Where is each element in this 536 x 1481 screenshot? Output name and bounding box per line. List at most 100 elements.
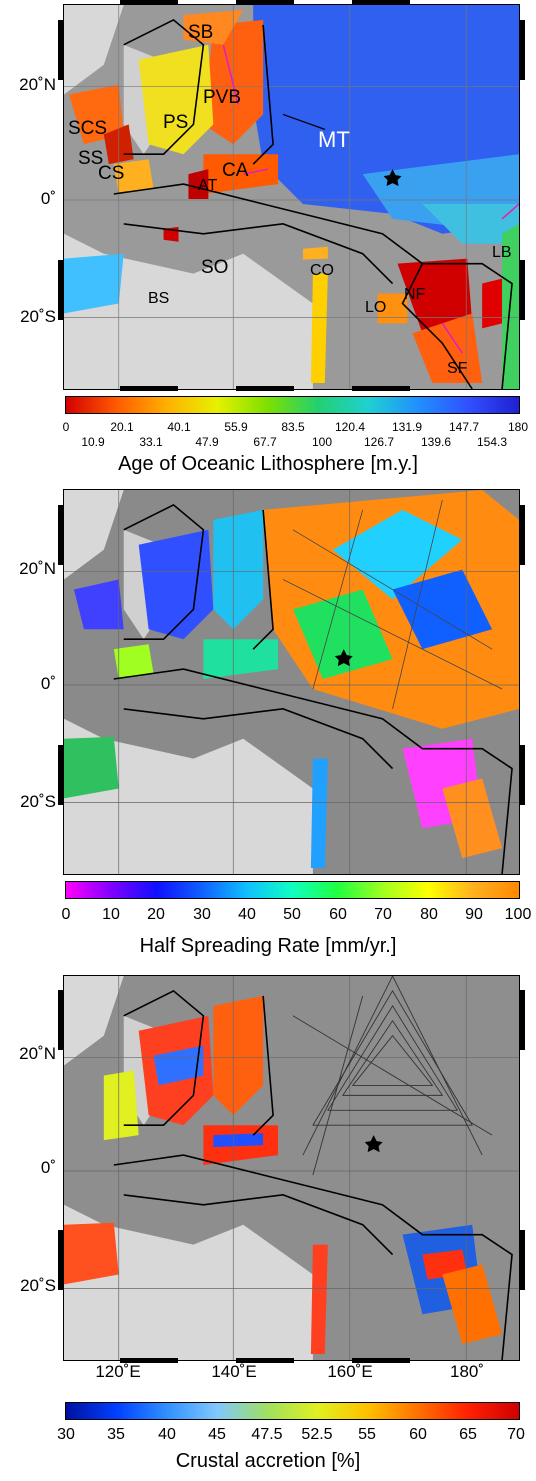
accretion-tick: 45	[208, 1426, 226, 1443]
age-tick: 20.1	[110, 420, 134, 434]
label-cs: CS	[98, 163, 125, 184]
spreading-colorbar	[65, 881, 520, 899]
spreading-tick: 30	[193, 906, 211, 923]
frame-mark	[236, 0, 294, 5]
accretion-tick: 40	[158, 1426, 176, 1443]
accretion-tick: 60	[409, 1426, 427, 1443]
accretion-map-graphic	[64, 976, 519, 1360]
spreading-tick: 20	[147, 906, 165, 923]
label-scs: SCS	[68, 118, 108, 139]
accretion-tick: 65	[459, 1426, 477, 1443]
label-ca: CA	[222, 160, 249, 181]
age-tick: 147.7	[448, 420, 480, 434]
accretion-colorbar-title: Crustal accretion [%]	[175, 1450, 361, 1472]
spreading-tick: 50	[283, 906, 301, 923]
spreading-tick: 100	[504, 906, 532, 923]
spreading-tick: 0	[61, 906, 71, 923]
frame-mark	[520, 990, 525, 1050]
label-nf: NF	[404, 286, 426, 303]
frame-mark	[520, 20, 525, 80]
label-sf: SF	[447, 360, 468, 377]
lon-label-120e: 120˚E	[95, 1362, 141, 1381]
frame-mark	[58, 505, 63, 565]
age-colorbar-title: Age of Oceanic Lithosphere [m.y.]	[118, 453, 418, 475]
label-mt: MT	[318, 127, 350, 152]
frame-mark	[352, 386, 410, 391]
age-tick: 10.9	[81, 435, 105, 449]
lat-label-20s: 20˚S	[20, 792, 56, 811]
age-map-graphic	[64, 5, 519, 389]
label-ps: PS	[163, 112, 189, 133]
label-lo: LO	[365, 299, 387, 316]
spreading-tick: 60	[329, 906, 347, 923]
age-tick: 139.6	[420, 435, 452, 449]
spreading-tick: 70	[374, 906, 392, 923]
frame-mark	[58, 745, 63, 805]
label-ss: SS	[78, 148, 104, 169]
lat-label-20s: 20˚S	[20, 1276, 56, 1295]
frame-mark	[520, 260, 525, 320]
spreading-tick: 90	[465, 906, 483, 923]
lat-label-20n: 20˚N	[19, 1044, 56, 1063]
spreading-tick: 40	[238, 906, 256, 923]
age-tick: 33.1	[139, 435, 163, 449]
frame-mark	[58, 260, 63, 320]
spreading-map-graphic	[64, 490, 519, 874]
spreading-map	[63, 489, 520, 875]
label-co: CO	[310, 262, 334, 279]
spreading-tick: 10	[102, 906, 120, 923]
age-tick: 67.7	[253, 435, 277, 449]
age-map	[63, 4, 520, 390]
lat-label-0: 0˚	[40, 189, 56, 208]
frame-mark	[120, 0, 178, 5]
lon-label-180: 180˚	[449, 1362, 485, 1381]
label-at: AT	[198, 177, 218, 194]
accretion-tick: 35	[107, 1426, 125, 1443]
frame-mark	[58, 20, 63, 80]
label-so: SO	[201, 257, 229, 278]
accretion-tick: 70	[507, 1426, 525, 1443]
age-tick: 180	[507, 420, 529, 434]
accretion-tick: 52.5	[301, 1426, 333, 1443]
lat-label-20n: 20˚N	[19, 75, 56, 94]
label-bs: BS	[148, 290, 170, 307]
label-lb: LB	[492, 244, 512, 261]
frame-mark	[520, 505, 525, 565]
age-tick: 154.3	[476, 435, 508, 449]
frame-mark	[352, 1358, 410, 1363]
lon-label-160e: 160˚E	[327, 1362, 373, 1381]
frame-mark	[120, 1358, 178, 1363]
lat-label-0: 0˚	[40, 674, 56, 693]
lat-label-0: 0˚	[40, 1158, 56, 1177]
spreading-tick: 80	[420, 906, 438, 923]
frame-mark	[520, 745, 525, 805]
age-tick: 0	[62, 420, 70, 434]
accretion-map	[63, 975, 520, 1361]
accretion-tick: 30	[57, 1426, 75, 1443]
frame-mark	[236, 386, 294, 391]
accretion-tick: 55	[358, 1426, 376, 1443]
accretion-tick: 47.5	[251, 1426, 283, 1443]
frame-mark	[236, 1358, 294, 1363]
age-tick: 55.9	[224, 420, 248, 434]
frame-mark	[58, 990, 63, 1050]
label-pvb: PVB	[203, 87, 242, 108]
age-tick: 131.9	[391, 420, 423, 434]
frame-mark	[120, 386, 178, 391]
age-tick: 100	[311, 435, 333, 449]
age-tick: 40.1	[167, 420, 191, 434]
age-colorbar	[65, 396, 520, 414]
frame-mark	[58, 1230, 63, 1290]
label-sb: SB	[188, 22, 214, 43]
age-tick: 47.9	[195, 435, 219, 449]
age-tick: 120.4	[334, 420, 366, 434]
spreading-colorbar-title: Half Spreading Rate [mm/yr.]	[139, 935, 397, 957]
frame-mark	[352, 0, 410, 5]
lon-label-140e: 140˚E	[211, 1362, 257, 1381]
frame-mark	[520, 1230, 525, 1290]
age-tick: 83.5	[281, 420, 305, 434]
accretion-colorbar	[65, 1402, 520, 1420]
lat-label-20n: 20˚N	[19, 559, 56, 578]
lat-label-20s: 20˚S	[20, 307, 56, 326]
age-tick: 126.7	[363, 435, 395, 449]
